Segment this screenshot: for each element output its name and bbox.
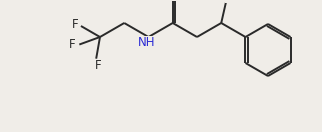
Text: NH₂: NH₂ [225, 0, 247, 3]
Text: F: F [71, 18, 78, 30]
Text: F: F [95, 59, 101, 72]
Text: NH: NH [138, 37, 155, 50]
Text: F: F [69, 38, 76, 51]
